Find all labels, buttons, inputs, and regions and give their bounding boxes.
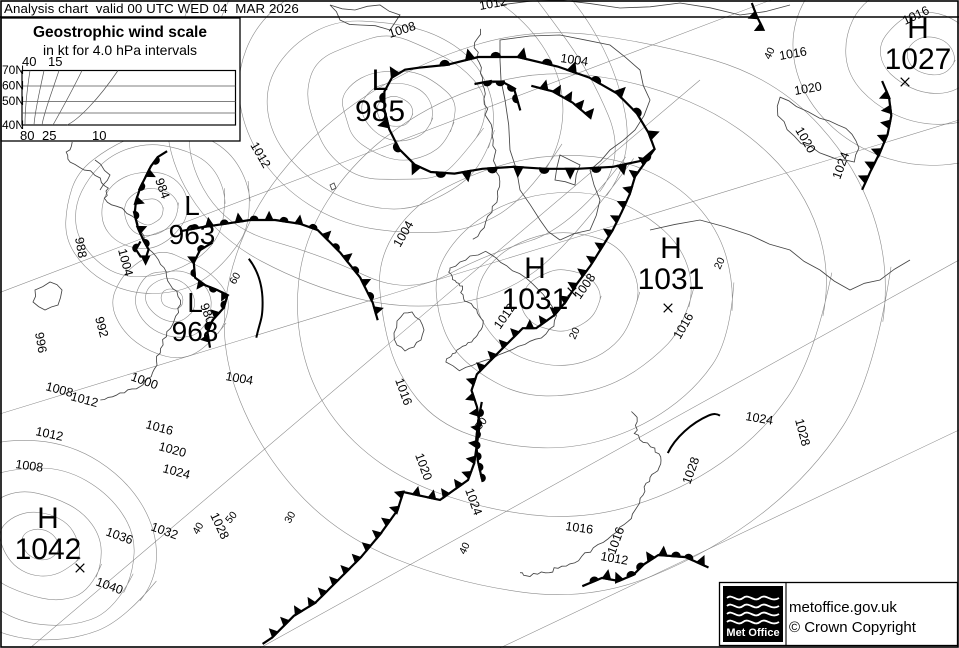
svg-text:1020: 1020 bbox=[792, 125, 818, 156]
svg-text:1031: 1031 bbox=[502, 283, 569, 316]
svg-text:H: H bbox=[660, 232, 682, 265]
svg-text:1028: 1028 bbox=[792, 417, 813, 448]
svg-text:Met Office: Met Office bbox=[726, 627, 779, 639]
svg-text:1036: 1036 bbox=[104, 525, 135, 548]
svg-text:H: H bbox=[524, 252, 546, 285]
svg-text:30: 30 bbox=[282, 509, 298, 525]
svg-text:15: 15 bbox=[48, 54, 62, 69]
svg-text:1008: 1008 bbox=[571, 271, 598, 302]
svg-text:1004: 1004 bbox=[115, 247, 136, 278]
svg-text:963: 963 bbox=[169, 219, 216, 250]
svg-text:50N: 50N bbox=[2, 94, 24, 108]
svg-text:1028: 1028 bbox=[680, 455, 703, 486]
svg-text:988: 988 bbox=[72, 236, 89, 259]
svg-text:10: 10 bbox=[92, 128, 106, 143]
svg-text:1016: 1016 bbox=[778, 44, 808, 63]
svg-text:1004: 1004 bbox=[224, 369, 254, 388]
svg-text:1004: 1004 bbox=[560, 51, 590, 69]
svg-text:60: 60 bbox=[227, 270, 243, 286]
svg-text:1012: 1012 bbox=[69, 389, 100, 410]
svg-text:20: 20 bbox=[567, 325, 583, 341]
svg-text:1016: 1016 bbox=[565, 519, 595, 537]
svg-text:985: 985 bbox=[355, 95, 405, 128]
svg-text:1016: 1016 bbox=[392, 376, 415, 407]
svg-text:1012: 1012 bbox=[599, 549, 629, 568]
svg-text:1031: 1031 bbox=[638, 263, 705, 296]
svg-text:Geostrophic wind scale: Geostrophic wind scale bbox=[33, 24, 207, 41]
svg-text:1008: 1008 bbox=[387, 19, 418, 41]
svg-text:1020: 1020 bbox=[157, 439, 188, 460]
svg-text:1042: 1042 bbox=[15, 533, 82, 566]
svg-text:H: H bbox=[37, 502, 59, 535]
svg-text:70N: 70N bbox=[2, 63, 24, 77]
svg-text:1004: 1004 bbox=[390, 218, 416, 249]
svg-text:in kt for 4.0 hPa intervals: in kt for 4.0 hPa intervals bbox=[43, 42, 197, 58]
svg-text:25: 25 bbox=[42, 128, 56, 143]
svg-text:1024: 1024 bbox=[830, 150, 853, 181]
svg-text:1024: 1024 bbox=[161, 461, 192, 482]
svg-text:L: L bbox=[187, 287, 203, 318]
svg-text:40: 40 bbox=[190, 520, 206, 536]
svg-text:L: L bbox=[372, 64, 389, 97]
svg-text:992: 992 bbox=[92, 315, 111, 339]
svg-text:984: 984 bbox=[152, 176, 172, 200]
svg-text:1016: 1016 bbox=[144, 417, 175, 438]
svg-text:40: 40 bbox=[22, 54, 36, 69]
svg-text:80: 80 bbox=[20, 128, 34, 143]
svg-text:20: 20 bbox=[712, 255, 728, 271]
svg-text:1016: 1016 bbox=[670, 310, 696, 341]
svg-text:40: 40 bbox=[457, 540, 473, 556]
svg-text:1020: 1020 bbox=[412, 451, 435, 482]
svg-text:968: 968 bbox=[172, 316, 219, 347]
svg-text:996: 996 bbox=[32, 331, 49, 354]
svg-text:metoffice.gov.uk: metoffice.gov.uk bbox=[789, 599, 897, 616]
svg-text:1040: 1040 bbox=[94, 575, 125, 598]
svg-text:40: 40 bbox=[762, 45, 778, 61]
svg-text:1024: 1024 bbox=[744, 409, 774, 428]
svg-text:1012: 1012 bbox=[247, 140, 273, 171]
svg-text:60N: 60N bbox=[2, 79, 24, 93]
svg-text:1020: 1020 bbox=[793, 79, 823, 98]
svg-text:1012: 1012 bbox=[478, 0, 508, 13]
svg-text:1032: 1032 bbox=[149, 520, 180, 543]
svg-text:1027: 1027 bbox=[885, 43, 952, 76]
svg-text:L: L bbox=[184, 190, 200, 221]
svg-text:1008: 1008 bbox=[15, 457, 45, 475]
svg-text:© Crown Copyright: © Crown Copyright bbox=[789, 619, 917, 636]
